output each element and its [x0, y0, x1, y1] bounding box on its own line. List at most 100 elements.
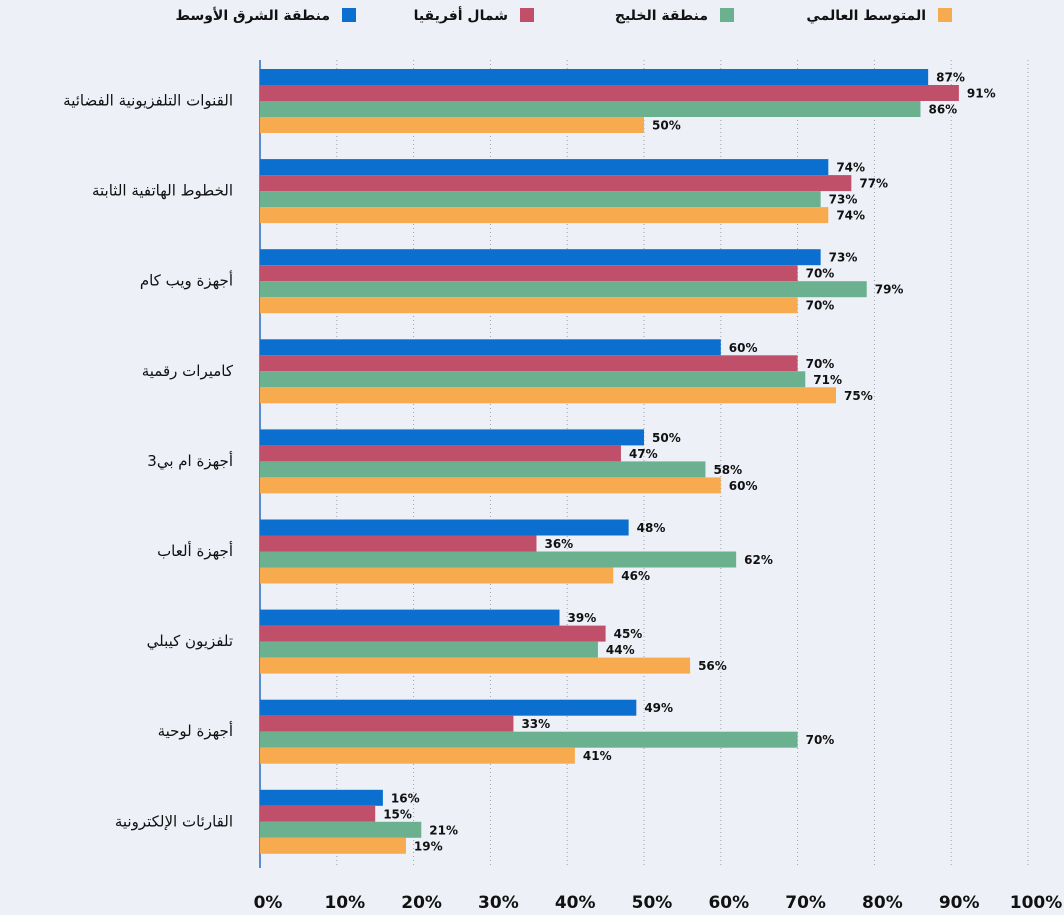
bar: [260, 339, 721, 356]
value-label: 74%: [836, 209, 865, 223]
bar: [260, 461, 706, 478]
value-label: 70%: [806, 733, 835, 747]
value-label: 16%: [391, 791, 420, 805]
bar: [260, 609, 560, 626]
value-label: 46%: [621, 569, 650, 583]
bar: [260, 625, 606, 642]
bar: [260, 837, 406, 854]
value-label: 50%: [652, 431, 681, 445]
bar: [260, 281, 867, 298]
bar: [260, 69, 929, 85]
value-label: 73%: [829, 251, 858, 265]
x-tick-label: 10%: [324, 893, 365, 913]
bar: [260, 715, 514, 732]
value-label: 74%: [836, 161, 865, 175]
x-tick-label: 20%: [401, 893, 442, 913]
x-tick-label: 50%: [632, 893, 673, 913]
bar: [260, 445, 621, 462]
value-label: 75%: [844, 389, 873, 403]
value-label: 60%: [729, 341, 758, 355]
category-label: أجهزة ام بي3: [147, 451, 233, 471]
x-tick-label: 70%: [785, 893, 826, 913]
value-label: 86%: [928, 103, 957, 117]
value-label: 44%: [606, 643, 635, 657]
category-label: أجهزة ألعاب: [157, 541, 233, 560]
value-label: 48%: [637, 521, 666, 535]
bar: [260, 355, 798, 372]
category-label: أجهزة لوحية: [158, 721, 233, 740]
bar: [260, 265, 798, 282]
category-label: الخطوط الهاتفية الثابتة: [92, 182, 233, 200]
bar: [260, 747, 575, 764]
legend-label: شمال أفريقيا: [414, 6, 508, 24]
x-tick-label: 40%: [555, 893, 596, 913]
bar: [260, 789, 383, 806]
value-label: 79%: [875, 283, 904, 297]
value-label: 41%: [583, 749, 612, 763]
category-label: أجهزة ويب كام: [140, 271, 233, 290]
bar: [260, 207, 829, 224]
x-tick-label: 30%: [478, 893, 519, 913]
bar: [260, 297, 798, 314]
value-label: 87%: [936, 71, 965, 85]
bar: [260, 567, 614, 584]
x-tick-label: 100%: [1010, 893, 1063, 913]
bar: [260, 657, 691, 674]
bar: [260, 387, 836, 404]
bar: [260, 85, 959, 101]
value-label: 62%: [744, 553, 773, 567]
bar: [260, 159, 829, 176]
x-tick-label: 90%: [939, 893, 980, 913]
value-label: 19%: [414, 839, 443, 853]
bar: [260, 429, 644, 446]
bar: [260, 519, 629, 536]
x-tick-label: 80%: [862, 893, 903, 913]
category-label: القارئات الإلكترونية: [115, 812, 233, 830]
value-label: 70%: [806, 357, 835, 371]
value-label: 15%: [383, 807, 412, 821]
bar: [260, 175, 852, 192]
bar: [260, 805, 376, 822]
value-label: 21%: [429, 823, 458, 837]
value-label: 49%: [644, 701, 673, 715]
legend-label: المتوسط العالمي: [806, 8, 926, 24]
bar: [260, 699, 637, 716]
bar: [260, 371, 806, 388]
x-tick-label: 60%: [708, 893, 749, 913]
bar: [260, 117, 644, 133]
value-label: 60%: [729, 479, 758, 493]
value-label: 91%: [967, 87, 996, 101]
x-tick-label: 0%: [254, 893, 283, 913]
value-label: 58%: [713, 463, 742, 477]
value-label: 39%: [568, 611, 597, 625]
bar: [260, 821, 422, 838]
bar: [260, 535, 537, 552]
bar: [260, 101, 921, 117]
value-label: 45%: [614, 627, 643, 641]
bar: [260, 551, 737, 568]
legend-swatch: [342, 8, 356, 22]
value-label: 70%: [806, 299, 835, 313]
legend-swatch: [520, 8, 534, 22]
value-label: 50%: [652, 119, 681, 133]
legend-label: منطقة الخليج: [615, 8, 708, 24]
value-label: 73%: [829, 193, 858, 207]
bar: [260, 191, 821, 208]
category-label: كاميرات رقمية: [142, 362, 234, 380]
value-label: 77%: [859, 177, 888, 191]
value-label: 56%: [698, 659, 727, 673]
legend-swatch: [938, 8, 952, 22]
value-label: 71%: [813, 373, 842, 387]
category-label: القنوات التلفزيونية الفضائية: [63, 92, 233, 110]
category-label: تلفزيون كيبلي: [147, 632, 233, 651]
legend-label: منطقة الشرق الأوسط: [175, 7, 330, 24]
value-label: 47%: [629, 447, 658, 461]
value-label: 36%: [544, 537, 573, 551]
bar: [260, 641, 598, 658]
bar: [260, 249, 821, 266]
bar: [260, 731, 798, 748]
bar: [260, 477, 721, 494]
value-label: 70%: [806, 267, 835, 281]
legend-swatch: [720, 8, 734, 22]
